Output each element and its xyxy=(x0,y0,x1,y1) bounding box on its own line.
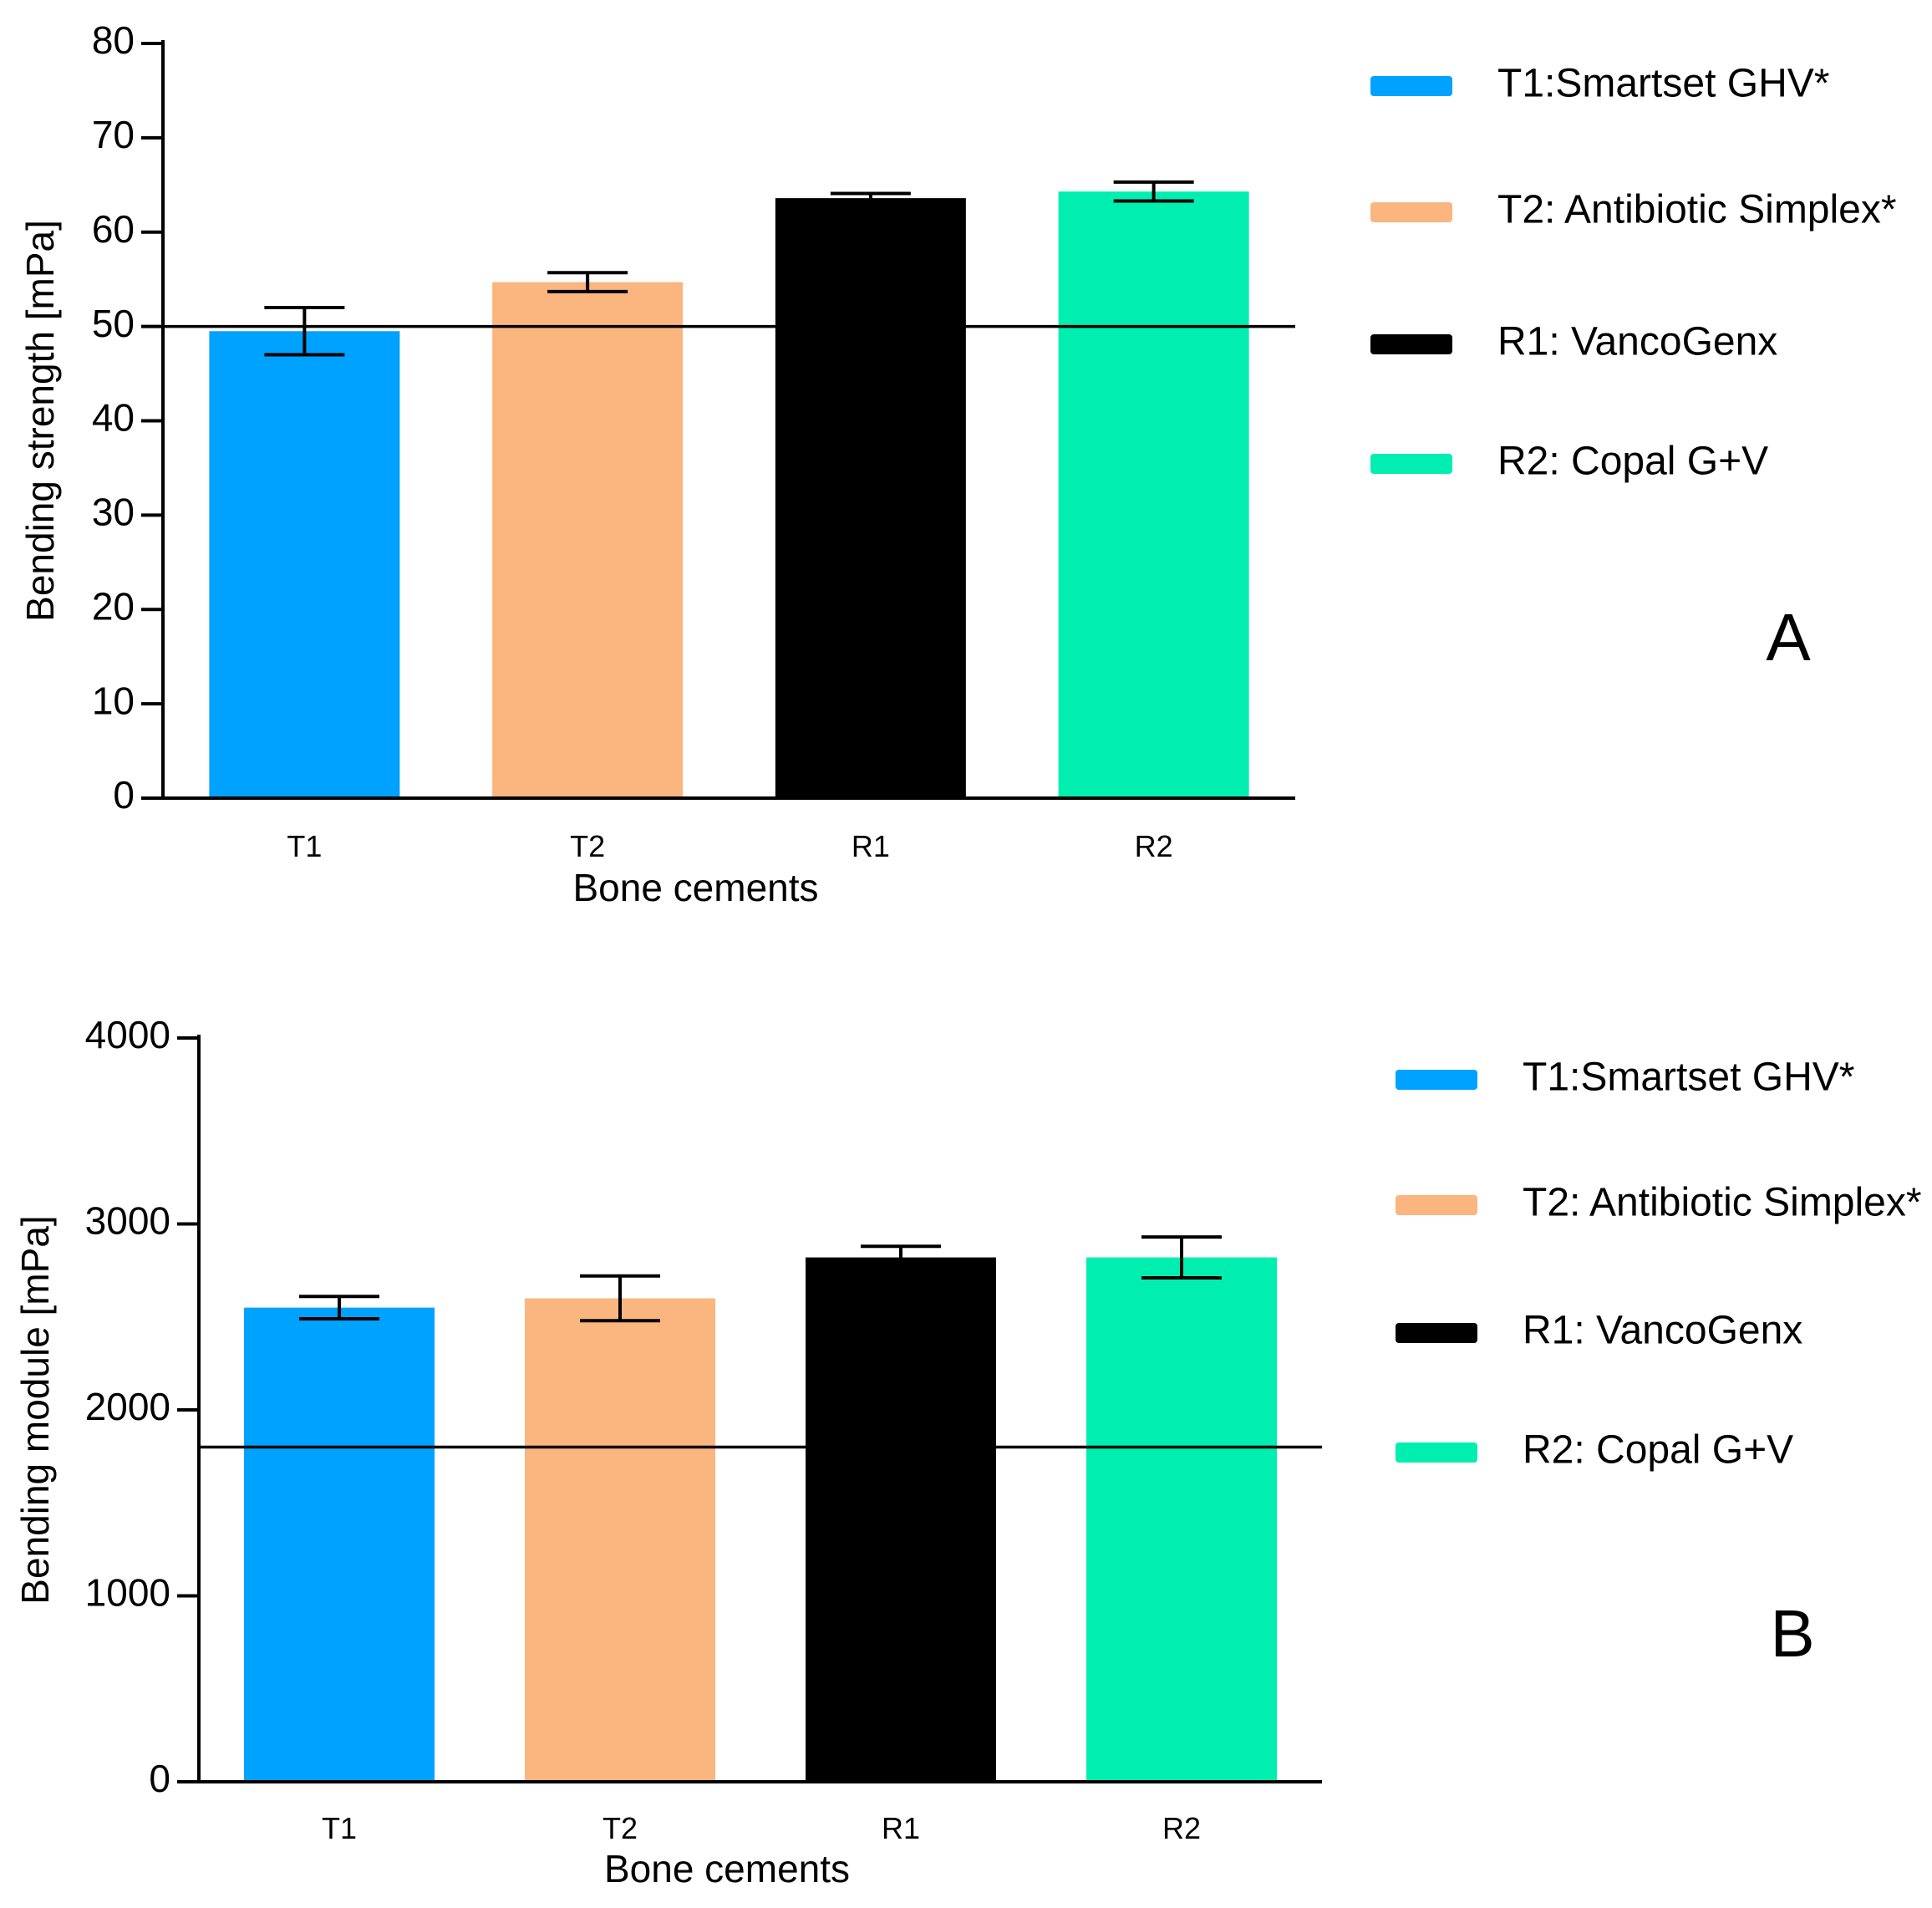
y-tick-label: 1000 xyxy=(85,1571,170,1615)
legend-swatch xyxy=(1396,1195,1477,1215)
y-tick-label: 4000 xyxy=(85,1013,170,1056)
x-tick-label: T2 xyxy=(570,829,605,863)
legend-label: T2: Antibiotic Simplex* xyxy=(1523,1181,1922,1225)
error-bar-t2 xyxy=(547,271,628,293)
legend-label: T1:Smartset GHV* xyxy=(1497,62,1829,106)
panel-letter: B xyxy=(1770,1596,1814,1671)
error-bar-t1 xyxy=(264,306,345,357)
bar-r1 xyxy=(806,1257,996,1782)
y-tick-label: 3000 xyxy=(85,1199,170,1243)
y-tick-label: 10 xyxy=(92,679,135,722)
y-tick-label: 80 xyxy=(92,18,135,62)
y-tick-label: 0 xyxy=(113,773,135,817)
x-tick-label: R2 xyxy=(1162,1811,1201,1845)
x-tick-label: T2 xyxy=(602,1811,638,1845)
legend-label: R2: Copal G+V xyxy=(1523,1428,1793,1473)
y-tick-label: 70 xyxy=(92,113,135,156)
bar-r2 xyxy=(1058,191,1249,798)
legend-swatch xyxy=(1396,1323,1477,1343)
error-bar-r1 xyxy=(830,191,911,205)
panel-a: 0 10 20 30 40 50 60 70 80 T1 T2 R1 R2 Bone cements Ben… xyxy=(18,18,1896,909)
y-tick-label: 0 xyxy=(149,1757,170,1800)
bar-r1 xyxy=(775,198,966,799)
error-bar-r2 xyxy=(1113,180,1194,203)
error-bar-t2 xyxy=(580,1274,660,1323)
error-bar-r1 xyxy=(861,1244,941,1270)
legend-swatch xyxy=(1370,76,1452,96)
y-tick-label: 2000 xyxy=(85,1385,170,1428)
legend-swatch xyxy=(1370,202,1452,222)
x-axis-title: Bone cements xyxy=(572,866,818,909)
bar-t2 xyxy=(492,282,684,799)
bar-r2 xyxy=(1086,1257,1277,1782)
bar-t2 xyxy=(525,1298,715,1782)
x-tick-label: T1 xyxy=(322,1811,357,1845)
legend-swatch xyxy=(1370,334,1452,354)
legend-label: T2: Antibiotic Simplex* xyxy=(1497,188,1897,232)
x-axis-title: Bone cements xyxy=(604,1847,850,1890)
x-tick-label: T1 xyxy=(287,829,322,863)
error-bar-t1 xyxy=(299,1295,379,1320)
legend: T1:Smartset GHV* T2: Antibiotic Simplex* R… xyxy=(1370,62,1897,484)
legend-label: R1: VancoGenx xyxy=(1523,1309,1802,1353)
legend-swatch xyxy=(1396,1070,1477,1090)
error-bar-r2 xyxy=(1141,1235,1222,1280)
y-tick-label: 60 xyxy=(92,207,135,251)
legend-swatch xyxy=(1370,454,1452,474)
y-tick-label: 40 xyxy=(92,396,135,440)
y-tick-label: 50 xyxy=(92,302,135,345)
legend-label: R1: VancoGenx xyxy=(1497,320,1777,364)
y-axis-title: Bending strength [mPa] xyxy=(18,220,62,622)
legend-label: T1:Smartset GHV* xyxy=(1523,1056,1854,1100)
x-tick-label: R2 xyxy=(1135,829,1173,863)
panel-b: 0 1000 2000 3000 4000 T1 T2 R1 R2 Bone cements Ben… xyxy=(13,1013,1921,1890)
legend: T1:Smartset GHV* T2: Antibiotic Simplex* R… xyxy=(1396,1056,1922,1473)
legend-swatch xyxy=(1396,1442,1477,1463)
y-tick-label: 20 xyxy=(92,584,135,628)
bar-t1 xyxy=(209,331,400,798)
y-axis-title: Bending module [mPa] xyxy=(13,1215,57,1604)
bar-t1 xyxy=(244,1307,435,1782)
y-tick-label: 30 xyxy=(92,491,135,534)
legend-label: R2: Copal G+V xyxy=(1497,440,1768,484)
x-tick-label: R1 xyxy=(852,829,890,863)
x-tick-label: R1 xyxy=(882,1811,920,1845)
panel-letter: A xyxy=(1766,600,1811,674)
